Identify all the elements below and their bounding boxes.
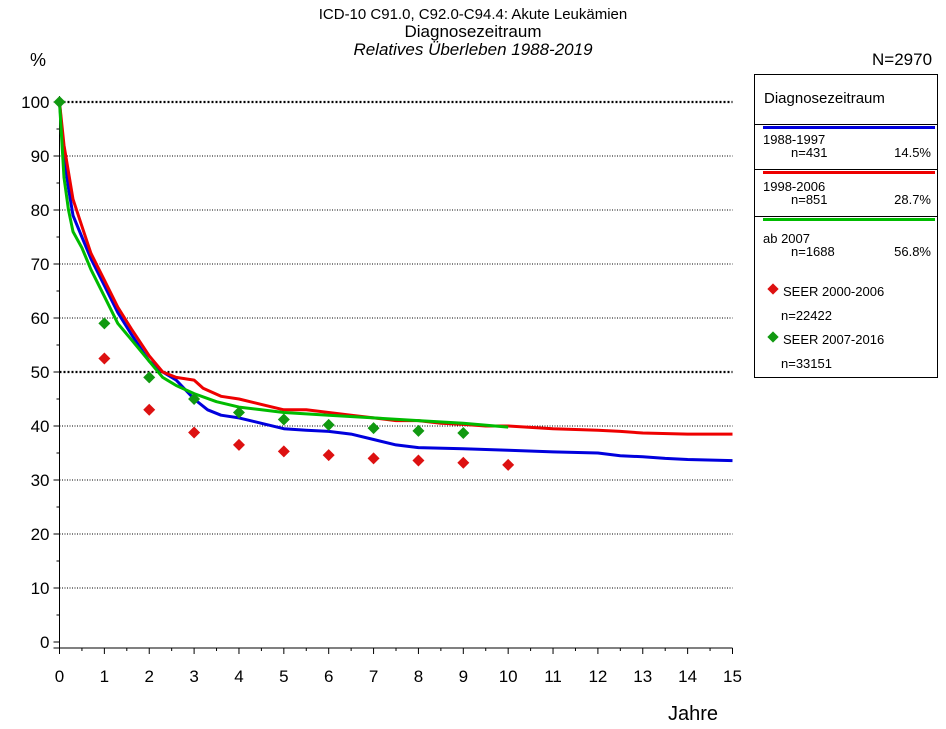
seer-marker-SEER-2007-2016	[368, 422, 380, 434]
seer-marker-SEER-2000-2006	[457, 457, 469, 469]
y-axis-label: %	[30, 50, 46, 71]
x-tick-label-13: 13	[633, 667, 652, 686]
legend-pct-1988-1997: 14.5%	[894, 145, 931, 160]
x-tick-label-5: 5	[279, 667, 288, 686]
y-tick-label-50: 50	[31, 363, 50, 382]
grid-lines	[60, 102, 733, 588]
seer-marker-SEER-2000-2006	[412, 455, 424, 467]
x-tick-label-15: 15	[723, 667, 742, 686]
y-tick-label-90: 90	[31, 147, 50, 166]
x-tick-label-2: 2	[144, 667, 153, 686]
legend-pct-ab-2007: 56.8%	[894, 244, 931, 259]
legend-n-ab-2007: n=1688	[791, 244, 835, 259]
legend-line-ab-2007	[763, 218, 935, 221]
x-tick-label-7: 7	[369, 667, 378, 686]
seer-marker-SEER-2007-2016	[54, 96, 66, 108]
legend-title: Diagnosezeitraum	[764, 90, 885, 107]
legend-n-1998-2006: n=851	[791, 192, 828, 207]
legend-line-1988-1997	[763, 126, 935, 129]
chart-subtitle-italic: Relatives Überleben 1988-2019	[0, 40, 946, 60]
legend-n-seer-2007-2016: n=33151	[781, 356, 832, 371]
x-axis-label: Jahre	[668, 703, 718, 726]
legend-n-seer-2000-2006: n=22422	[781, 308, 832, 323]
x-tick-label-6: 6	[324, 667, 333, 686]
y-tick-label-30: 30	[31, 471, 50, 490]
legend-name-seer-2007-2016: SEER 2007-2016	[783, 332, 884, 347]
seer-marker-SEER-2007-2016	[457, 427, 469, 439]
legend-name-seer-2000-2006: SEER 2000-2006	[783, 284, 884, 299]
total-count: N=2970	[872, 50, 932, 70]
chart-title: ICD-10 C91.0, C92.0-C94.4: Akute Leukämi…	[0, 6, 946, 23]
y-tick-label-80: 80	[31, 201, 50, 220]
y-tick-label-60: 60	[31, 309, 50, 328]
x-tick-label-3: 3	[189, 667, 198, 686]
seer-marker-SEER-2000-2006	[368, 452, 380, 464]
y-tick-label-20: 20	[31, 525, 50, 544]
y-tick-label-40: 40	[31, 417, 50, 436]
seer-marker-SEER-2007-2016	[412, 425, 424, 437]
x-tick-label-14: 14	[678, 667, 697, 686]
y-tick-label-10: 10	[31, 579, 50, 598]
seer-marker-SEER-2000-2006	[278, 445, 290, 457]
y-tick-label-100: 100	[21, 93, 49, 112]
seer-marker-SEER-2007-2016	[278, 414, 290, 426]
seer-marker-SEER-2000-2006	[143, 404, 155, 416]
series-line-ab-2007	[60, 102, 509, 427]
legend-n-1988-1997: n=431	[791, 145, 828, 160]
seer-marker-SEER-2007-2016	[98, 317, 110, 329]
x-tick-label-1: 1	[100, 667, 109, 686]
legend-line-1998-2006	[763, 171, 935, 174]
legend-pct-1998-2006: 28.7%	[894, 192, 931, 207]
legend: Diagnosezeitraum 1988-1997 n=431 14.5% 1…	[754, 74, 938, 378]
x-tick-label-0: 0	[55, 667, 64, 686]
legend-divider	[755, 124, 937, 125]
legend-divider	[755, 169, 937, 170]
x-tick-label-4: 4	[234, 667, 243, 686]
x-tick-label-12: 12	[588, 667, 607, 686]
chart-subtitle: Diagnosezeitraum	[0, 22, 946, 42]
seer-2000-2006-diamond-icon	[767, 283, 778, 294]
y-tick-label-0: 0	[40, 633, 49, 652]
seer-marker-SEER-2007-2016	[323, 419, 335, 431]
x-tick-label-11: 11	[544, 667, 562, 686]
y-tick-label-70: 70	[31, 255, 50, 274]
x-tick-label-10: 10	[499, 667, 518, 686]
seer-marker-SEER-2000-2006	[323, 449, 335, 461]
seer-marker-SEER-2000-2006	[98, 353, 110, 365]
seer-marker-SEER-2007-2016	[143, 371, 155, 383]
legend-divider	[755, 216, 937, 217]
x-tick-label-8: 8	[414, 667, 423, 686]
x-tick-label-9: 9	[459, 667, 468, 686]
seer-2007-2016-diamond-icon	[767, 331, 778, 342]
seer-marker-SEER-2000-2006	[233, 439, 245, 451]
seer-marker-SEER-2000-2006	[502, 459, 514, 471]
series-line-1998-2006	[60, 102, 733, 434]
seer-marker-SEER-2000-2006	[188, 426, 200, 438]
seer-markers	[54, 96, 515, 471]
